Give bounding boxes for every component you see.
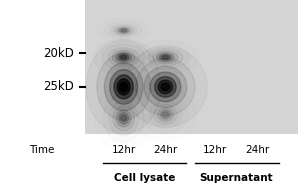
Ellipse shape xyxy=(157,108,173,121)
Ellipse shape xyxy=(117,28,131,34)
Ellipse shape xyxy=(157,53,174,62)
Ellipse shape xyxy=(108,48,139,67)
Ellipse shape xyxy=(120,82,128,91)
Ellipse shape xyxy=(119,28,128,32)
Ellipse shape xyxy=(104,63,143,111)
Ellipse shape xyxy=(119,113,128,124)
Ellipse shape xyxy=(160,110,171,119)
Ellipse shape xyxy=(114,26,133,35)
FancyBboxPatch shape xyxy=(85,0,298,134)
Ellipse shape xyxy=(110,70,138,104)
Ellipse shape xyxy=(162,56,169,59)
Text: 24hr: 24hr xyxy=(246,145,270,155)
Ellipse shape xyxy=(116,110,131,127)
Ellipse shape xyxy=(114,75,133,99)
Ellipse shape xyxy=(136,58,195,116)
Ellipse shape xyxy=(162,112,169,117)
Ellipse shape xyxy=(121,29,126,32)
Text: 24hr: 24hr xyxy=(153,145,178,155)
Text: 20kD: 20kD xyxy=(44,47,74,60)
Ellipse shape xyxy=(150,72,181,102)
Ellipse shape xyxy=(144,66,187,108)
Ellipse shape xyxy=(158,80,173,94)
Ellipse shape xyxy=(119,54,129,60)
Ellipse shape xyxy=(155,77,176,97)
Ellipse shape xyxy=(116,53,131,62)
Ellipse shape xyxy=(113,106,134,131)
Ellipse shape xyxy=(160,54,171,60)
Ellipse shape xyxy=(153,51,178,63)
Ellipse shape xyxy=(112,50,135,64)
Text: Cell lysate: Cell lysate xyxy=(114,173,175,183)
Ellipse shape xyxy=(161,83,170,91)
Text: 12hr: 12hr xyxy=(111,145,136,155)
Text: Supernatant: Supernatant xyxy=(199,173,273,183)
Text: 12hr: 12hr xyxy=(202,145,227,155)
Ellipse shape xyxy=(97,53,150,120)
Text: Time: Time xyxy=(29,145,55,155)
Ellipse shape xyxy=(121,115,127,122)
Ellipse shape xyxy=(121,55,127,59)
Text: 25kD: 25kD xyxy=(44,80,74,93)
Ellipse shape xyxy=(117,79,130,95)
